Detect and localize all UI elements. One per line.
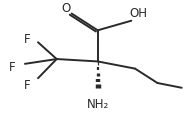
Text: F: F	[24, 79, 30, 92]
Text: NH₂: NH₂	[87, 98, 109, 111]
Text: OH: OH	[130, 7, 148, 20]
Text: F: F	[24, 33, 30, 46]
Text: O: O	[61, 2, 71, 15]
Text: F: F	[9, 61, 15, 74]
